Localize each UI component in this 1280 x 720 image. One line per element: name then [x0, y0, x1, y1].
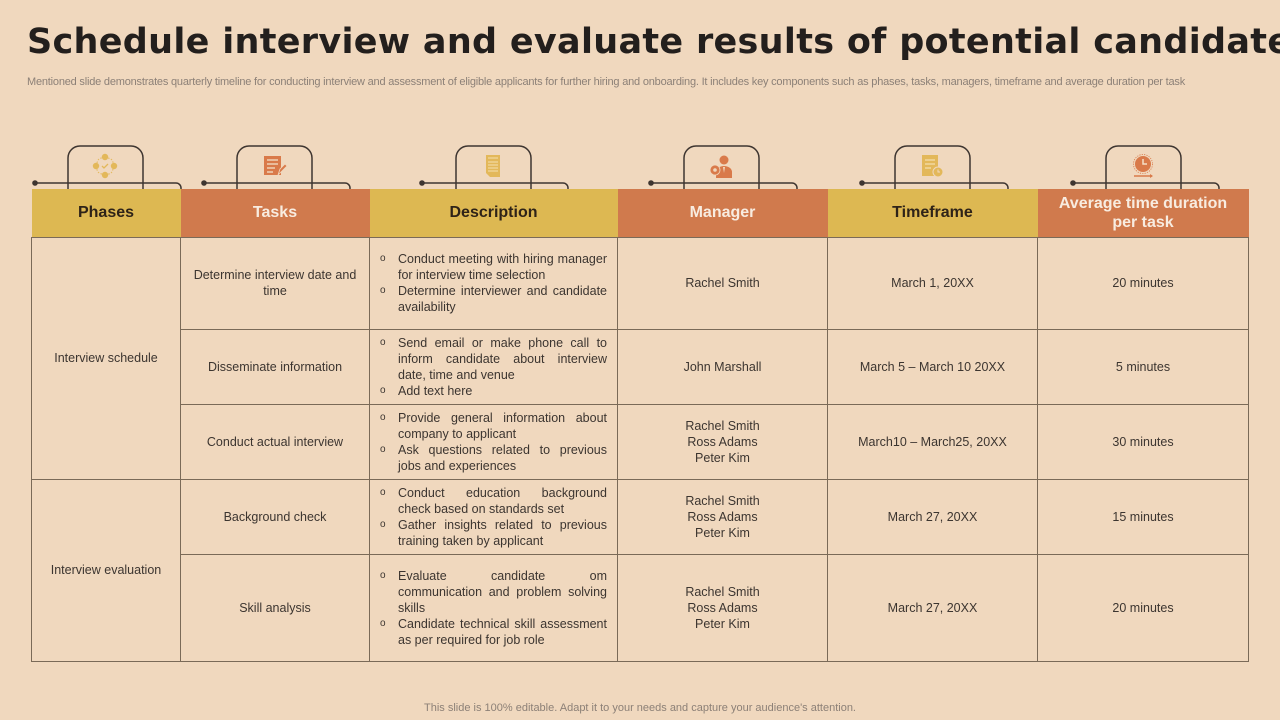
task-cell: Conduct actual interview: [180, 403, 370, 480]
task-cell: Background check: [180, 478, 370, 555]
task-cell: Skill analysis: [180, 553, 370, 662]
manager-name: John Marshall: [683, 359, 762, 374]
table-row: Disseminate information Send email or ma…: [32, 328, 1249, 405]
table-row: Interview evaluation Background check Co…: [31, 478, 1249, 662]
header-row: Phases Tasks Description Manager Timefra…: [31, 189, 1249, 237]
manager-name: Ross Adams: [687, 509, 758, 524]
table-row: Conduct actual interview Provide general…: [32, 403, 1249, 480]
slide-footer: This slide is 100% editable. Adapt it to…: [424, 702, 856, 714]
document-clock-icon: [922, 155, 944, 178]
header-phases: Phases: [31, 189, 181, 237]
table-row: Interview schedule Determine interview d…: [31, 236, 1249, 480]
description-icon-box: [455, 146, 531, 190]
description-bullet: Send email or make phone call to inform …: [380, 335, 607, 383]
task-cell: Determine interview date and time: [180, 236, 370, 330]
description-bullet: Gather insights related to previous trai…: [380, 517, 607, 549]
slide-title: Schedule interview and evaluate results …: [27, 22, 1280, 62]
description-bullet: Provide general information about compan…: [380, 410, 607, 442]
phases-icon-box: [67, 146, 143, 190]
tasks-icon-box: [236, 146, 312, 190]
manager-name: Peter Kim: [695, 525, 750, 540]
manager-cell: Rachel Smith Ross Adams Peter Kim: [617, 553, 828, 662]
manager-icon-box: [683, 146, 759, 190]
timeframe-cell: March 1, 20XX: [827, 236, 1038, 330]
manager-name: Peter Kim: [695, 450, 750, 465]
duration-cell: 15 minutes: [1037, 478, 1249, 555]
duration-cell: 20 minutes: [1037, 236, 1249, 330]
manager-name: Rachel Smith: [685, 584, 760, 599]
header-timeframe: Timeframe: [827, 189, 1038, 237]
timeframe-cell: March 27, 20XX: [827, 553, 1038, 662]
table-row: Skill analysis Evaluate candidate om com…: [32, 553, 1249, 662]
header-duration: Average time duration per task: [1037, 189, 1249, 237]
description-bullet: Add text here: [380, 383, 607, 399]
description-cell: Evaluate candidate om communication and …: [369, 553, 618, 662]
manager-cell: Rachel Smith Ross Adams Peter Kim: [617, 403, 828, 480]
manager-name: Rachel Smith: [685, 493, 760, 508]
manager-name: Ross Adams: [687, 600, 758, 615]
phase-cell: Interview evaluation: [31, 478, 181, 662]
timeframe-cell: March10 – March25, 20XX: [827, 403, 1038, 480]
header-manager: Manager: [617, 189, 828, 237]
manager-name: Rachel Smith: [685, 276, 760, 290]
manager-gear-icon: [709, 155, 732, 178]
description-cell: Send email or make phone call to inform …: [369, 328, 618, 405]
manager-name: Ross Adams: [687, 434, 758, 449]
manager-cell: Rachel Smith Ross Adams Peter Kim: [617, 478, 828, 555]
manager-name: Rachel Smith: [685, 418, 760, 433]
timeframe-cell: March 27, 20XX: [827, 478, 1038, 555]
manager-cell: John Marshall: [617, 328, 828, 405]
description-bullet: Candidate technical skill assessment as …: [380, 616, 607, 648]
stopwatch-arrow-icon: [1133, 154, 1153, 178]
manager-name: Peter Kim: [695, 616, 750, 631]
duration-cell: 5 minutes: [1037, 328, 1249, 405]
duration-cell: 30 minutes: [1037, 403, 1249, 480]
duration-cell: 20 minutes: [1037, 553, 1249, 662]
slide-subtitle: Mentioned slide demonstrates quarterly t…: [27, 76, 1185, 88]
description-cell: Conduct meeting with hiring manager for …: [369, 236, 618, 330]
description-bullet: Ask questions related to previous jobs a…: [380, 442, 607, 474]
candidate-evaluation-table: Phases Tasks Description Manager Timefra…: [31, 189, 1249, 662]
header-tasks: Tasks: [180, 189, 370, 237]
task-cell: Disseminate information: [180, 328, 370, 405]
description-bullet: Conduct education background check based…: [380, 485, 607, 517]
manager-cell: Rachel Smith: [617, 236, 828, 330]
description-cell: Provide general information about compan…: [369, 403, 618, 480]
header-description: Description: [369, 189, 618, 237]
description-bullet: Conduct meeting with hiring manager for …: [380, 251, 607, 283]
timeframe-cell: March 5 – March 10 20XX: [827, 328, 1038, 405]
document-icon: [486, 155, 500, 177]
timeframe-icon-box: [894, 146, 970, 190]
description-bullet: Determine interviewer and candidate avai…: [380, 283, 607, 315]
description-bullet: Evaluate candidate om communication and …: [380, 568, 607, 616]
phase-cell: Interview schedule: [31, 236, 181, 480]
description-cell: Conduct education background check based…: [369, 478, 618, 555]
checklist-pencil-icon: [264, 156, 287, 176]
duration-icon-box: [1105, 146, 1181, 190]
cycle-icon: [92, 153, 118, 179]
